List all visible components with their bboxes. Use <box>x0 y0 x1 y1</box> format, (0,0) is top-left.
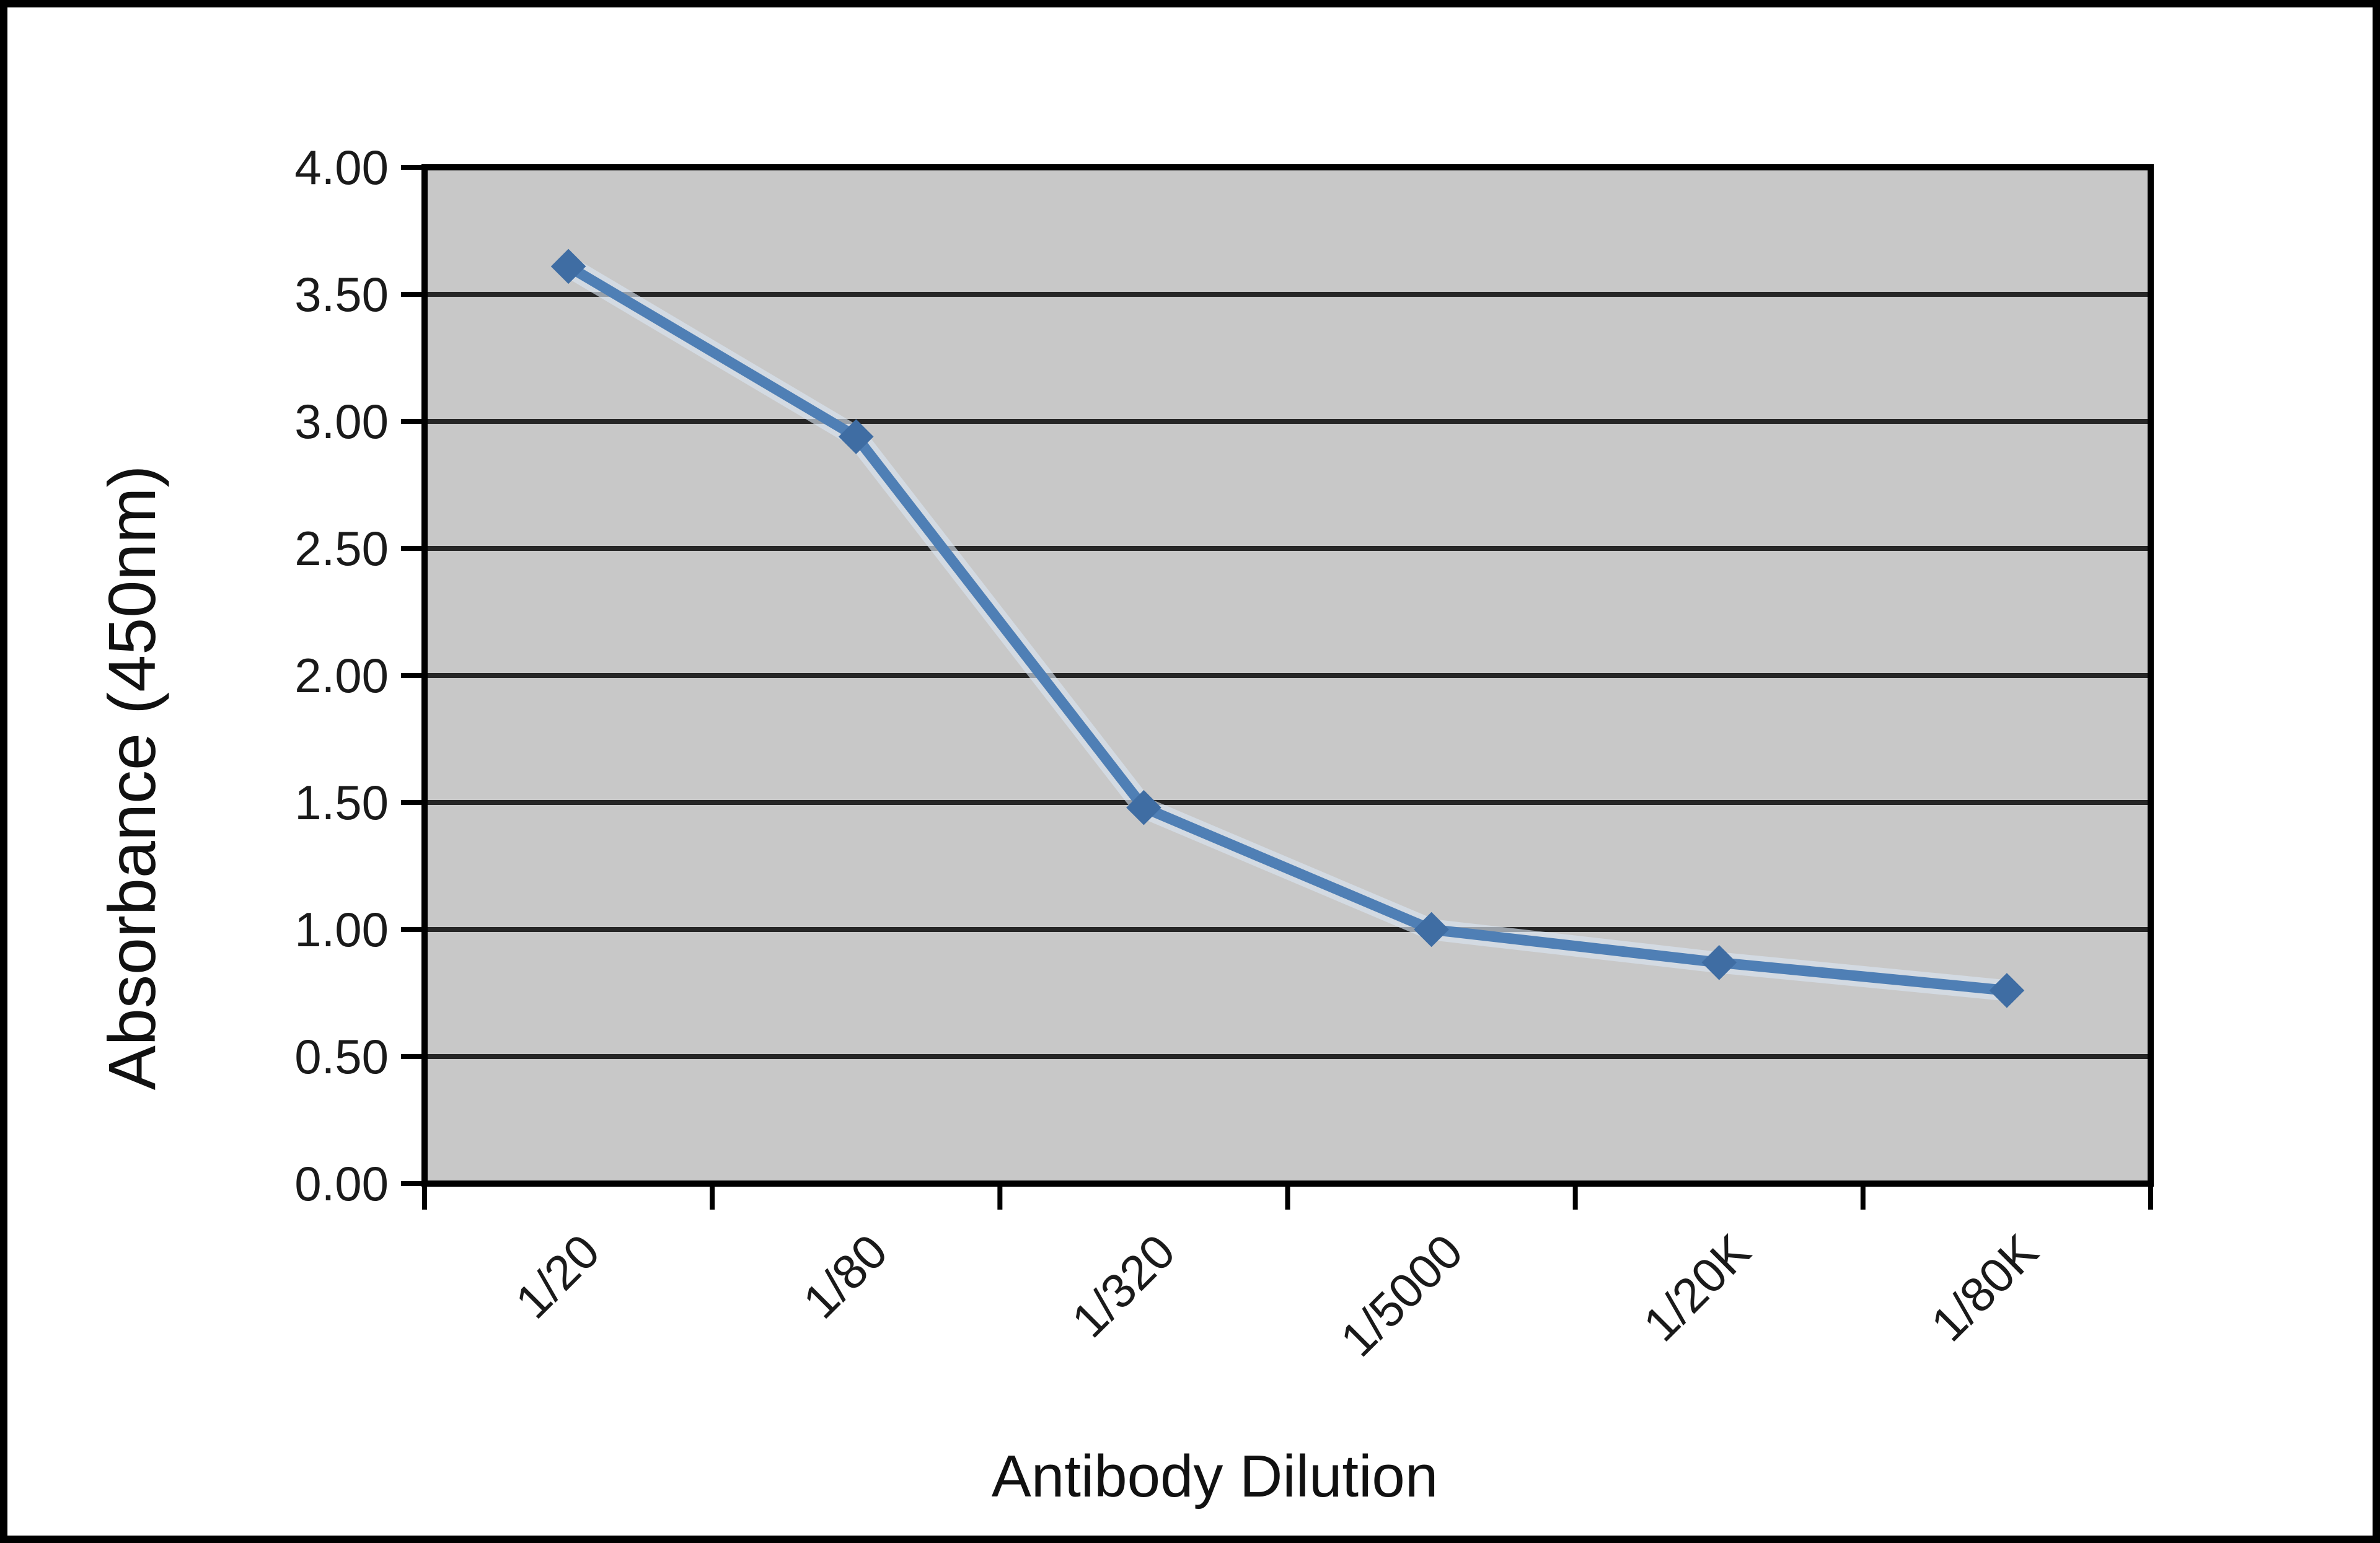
plot-border <box>421 164 2154 1187</box>
data-point-marker-1/20K <box>1701 945 1737 980</box>
y-axis-label-group: 4.00 3.50 3.00 2.50 2.00 1.50 1.00 0.50 0.00 <box>294 140 389 1211</box>
y-axis-title: Absorbance (450nm) <box>94 465 169 1091</box>
x-axis-category-label: 1/320 <box>1061 1224 1185 1348</box>
series-line <box>563 261 2012 996</box>
x-axis-label-group: 1/20 1/80 1/320 1/5000 1/20K 1/80K <box>505 1224 2048 1367</box>
y-axis-tick-label: 1.00 <box>294 902 389 957</box>
y-axis-tick-label: 4.00 <box>294 140 389 195</box>
x-axis-category-label: 1/80 <box>793 1224 898 1329</box>
x-axis-category-label: 1/5000 <box>1330 1224 1473 1367</box>
data-point-marker-1/80 <box>838 419 874 454</box>
gridline-group <box>425 292 2151 1059</box>
x-axis-category-label: 1/20 <box>505 1224 610 1329</box>
y-axis-tick-label: 3.00 <box>294 394 389 449</box>
data-point-marker-1/5000 <box>1414 912 1449 947</box>
axis-tick-group <box>401 165 2153 1210</box>
x-axis-category-label: 1/80K <box>1921 1224 2048 1352</box>
y-axis-tick-label: 0.00 <box>294 1156 389 1211</box>
y-axis-tick-label: 2.00 <box>294 648 389 703</box>
x-axis-category-label: 1/20K <box>1633 1224 1760 1352</box>
x-axis-title: Antibody Dilution <box>992 1443 1438 1510</box>
y-axis-tick-label: 0.50 <box>294 1029 389 1084</box>
data-point-marker-1/320 <box>1126 789 1161 825</box>
y-axis-tick-label: 2.50 <box>294 521 389 576</box>
y-axis-tick-label: 3.50 <box>294 267 389 322</box>
y-axis-tick-label: 1.50 <box>294 775 389 830</box>
data-point-marker-1/80K <box>1989 973 2025 1008</box>
